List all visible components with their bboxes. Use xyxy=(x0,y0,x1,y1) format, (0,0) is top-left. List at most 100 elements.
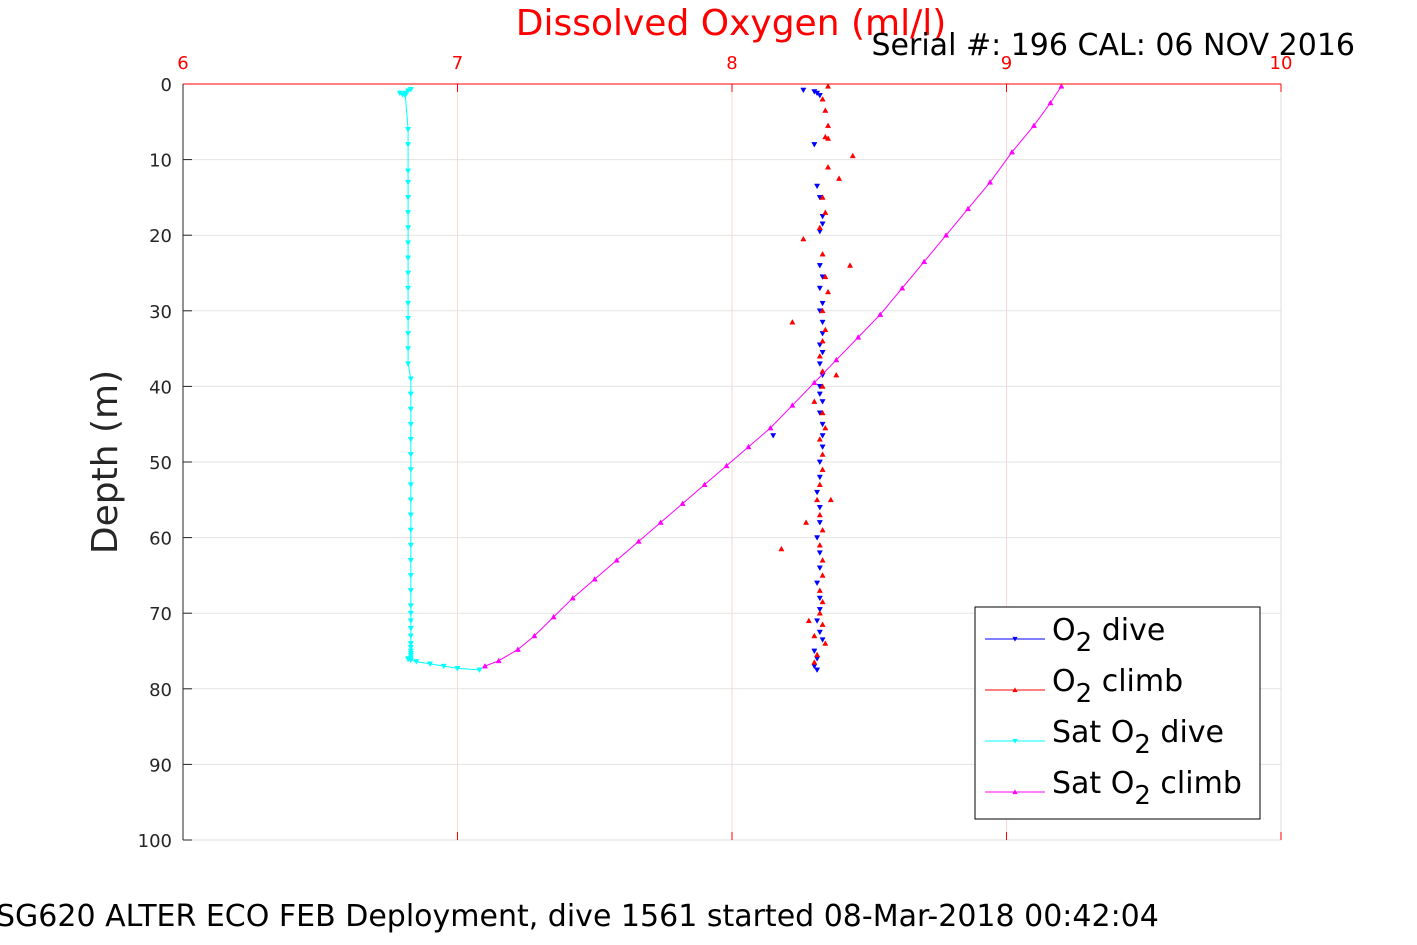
data-point xyxy=(822,424,829,431)
data-point xyxy=(814,535,821,541)
data-point xyxy=(816,342,823,348)
data-point xyxy=(814,656,821,662)
data-point xyxy=(405,142,412,148)
data-point xyxy=(1058,83,1065,89)
data-point xyxy=(805,617,812,624)
series-o2-dive xyxy=(770,87,826,674)
data-point xyxy=(778,545,785,552)
data-point xyxy=(407,436,414,443)
data-point xyxy=(825,288,832,295)
data-point xyxy=(816,607,823,613)
data-point xyxy=(819,466,826,472)
legend-swatch-marker xyxy=(1012,789,1018,795)
data-point xyxy=(819,331,826,337)
data-point xyxy=(816,436,823,442)
legend-item: Sat O2 climb xyxy=(985,766,1242,811)
data-point xyxy=(550,613,557,620)
data-point xyxy=(816,459,823,466)
data-point xyxy=(816,565,823,571)
data-point xyxy=(825,164,832,170)
data-point xyxy=(816,391,823,398)
data-point xyxy=(405,361,412,367)
data-point xyxy=(481,663,488,669)
data-point xyxy=(405,300,412,307)
data-point xyxy=(825,135,832,141)
data-point xyxy=(819,337,826,344)
data-point xyxy=(407,376,414,382)
x-tick-label: 7 xyxy=(452,53,463,74)
data-point xyxy=(405,168,412,175)
y-tick-label: 40 xyxy=(149,377,172,398)
data-point xyxy=(819,451,826,457)
data-point xyxy=(836,175,843,181)
data-point xyxy=(800,235,807,242)
data-point xyxy=(819,621,826,627)
data-point xyxy=(816,505,823,511)
data-point xyxy=(811,379,818,385)
data-point xyxy=(657,519,664,525)
x-tick-label: 9 xyxy=(1001,53,1012,74)
legend-item: Sat O2 dive xyxy=(985,715,1224,760)
data-point xyxy=(816,610,823,616)
data-point xyxy=(816,511,823,518)
data-point xyxy=(613,557,620,563)
y-tick-label: 90 xyxy=(149,755,172,776)
data-point xyxy=(407,603,414,609)
data-point xyxy=(405,346,412,352)
data-point xyxy=(965,205,972,212)
data-point xyxy=(405,270,412,277)
data-point xyxy=(816,587,823,593)
data-point xyxy=(811,632,818,639)
data-point xyxy=(814,580,821,587)
data-point xyxy=(825,122,832,128)
data-point xyxy=(407,406,414,413)
data-point xyxy=(814,183,821,190)
data-point xyxy=(405,127,412,133)
data-point xyxy=(819,307,826,314)
data-point xyxy=(407,644,414,651)
data-point xyxy=(767,424,774,431)
data-point xyxy=(816,285,823,292)
data-point xyxy=(833,356,840,363)
data-point xyxy=(723,462,730,469)
data-point xyxy=(405,179,412,186)
data-point xyxy=(816,550,823,556)
data-point xyxy=(819,444,826,450)
data-point xyxy=(816,224,823,230)
legend-label: O2 climb xyxy=(1052,664,1183,709)
data-point xyxy=(789,402,796,408)
data-point xyxy=(822,326,829,333)
data-point xyxy=(803,519,810,525)
series-line xyxy=(484,85,1062,667)
data-point xyxy=(987,179,994,185)
data-point xyxy=(811,398,818,404)
data-point xyxy=(514,646,521,652)
data-point xyxy=(814,618,821,624)
legend-item: O2 climb xyxy=(985,664,1183,709)
data-point xyxy=(819,637,826,643)
data-point xyxy=(819,557,826,563)
data-point xyxy=(819,221,826,227)
serial-calibration-label: Serial #: 196 CAL: 06 NOV 2016 xyxy=(872,28,1355,63)
y-tick-label: 100 xyxy=(138,831,172,852)
legend-item: O2 dive xyxy=(985,613,1165,658)
data-point xyxy=(405,210,412,216)
data-point xyxy=(800,87,807,94)
data-point xyxy=(816,361,823,367)
data-point xyxy=(405,195,412,201)
data-point xyxy=(819,383,826,389)
data-point xyxy=(427,661,434,667)
data-point xyxy=(405,225,412,231)
data-point xyxy=(405,285,412,292)
data-point xyxy=(1047,99,1054,106)
data-point xyxy=(819,526,826,533)
data-point xyxy=(814,667,821,674)
data-point xyxy=(569,594,576,601)
data-point xyxy=(816,629,823,636)
data-point xyxy=(822,640,829,646)
legend-swatch-marker xyxy=(1012,687,1018,693)
data-point xyxy=(407,391,414,398)
data-point xyxy=(407,657,414,664)
data-point xyxy=(855,334,862,340)
legend-label: Sat O2 dive xyxy=(1052,715,1224,760)
